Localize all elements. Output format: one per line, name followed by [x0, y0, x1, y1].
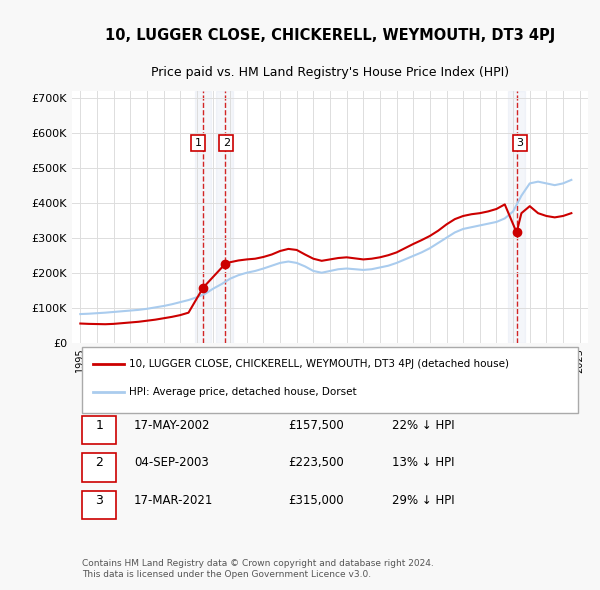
Text: 3: 3 — [517, 138, 523, 148]
Text: HPI: Average price, detached house, Dorset: HPI: Average price, detached house, Dors… — [129, 387, 356, 397]
Text: 10, LUGGER CLOSE, CHICKERELL, WEYMOUTH, DT3 4PJ: 10, LUGGER CLOSE, CHICKERELL, WEYMOUTH, … — [105, 28, 555, 44]
Bar — [195, 90, 211, 343]
Text: 17-MAR-2021: 17-MAR-2021 — [134, 494, 213, 507]
Text: 22% ↓ HPI: 22% ↓ HPI — [392, 419, 455, 432]
Text: 2: 2 — [223, 138, 230, 148]
Bar — [508, 90, 525, 343]
Text: £315,000: £315,000 — [289, 494, 344, 507]
Text: 04-SEP-2003: 04-SEP-2003 — [134, 456, 209, 470]
Text: £223,500: £223,500 — [289, 456, 344, 470]
Text: 29% ↓ HPI: 29% ↓ HPI — [392, 494, 455, 507]
Text: 3: 3 — [95, 494, 103, 507]
Text: 1: 1 — [95, 419, 103, 432]
Text: 10, LUGGER CLOSE, CHICKERELL, WEYMOUTH, DT3 4PJ (detached house): 10, LUGGER CLOSE, CHICKERELL, WEYMOUTH, … — [129, 359, 509, 369]
Text: 17-MAY-2002: 17-MAY-2002 — [134, 419, 211, 432]
Text: 2: 2 — [95, 456, 103, 470]
FancyBboxPatch shape — [82, 416, 116, 444]
FancyBboxPatch shape — [82, 454, 116, 481]
Text: 1: 1 — [194, 138, 202, 148]
Text: Price paid vs. HM Land Registry's House Price Index (HPI): Price paid vs. HM Land Registry's House … — [151, 66, 509, 79]
FancyBboxPatch shape — [82, 348, 578, 414]
Bar — [217, 90, 233, 343]
FancyBboxPatch shape — [82, 491, 116, 519]
Text: £157,500: £157,500 — [289, 419, 344, 432]
Text: 13% ↓ HPI: 13% ↓ HPI — [392, 456, 454, 470]
Text: Contains HM Land Registry data © Crown copyright and database right 2024.
This d: Contains HM Land Registry data © Crown c… — [82, 559, 434, 579]
